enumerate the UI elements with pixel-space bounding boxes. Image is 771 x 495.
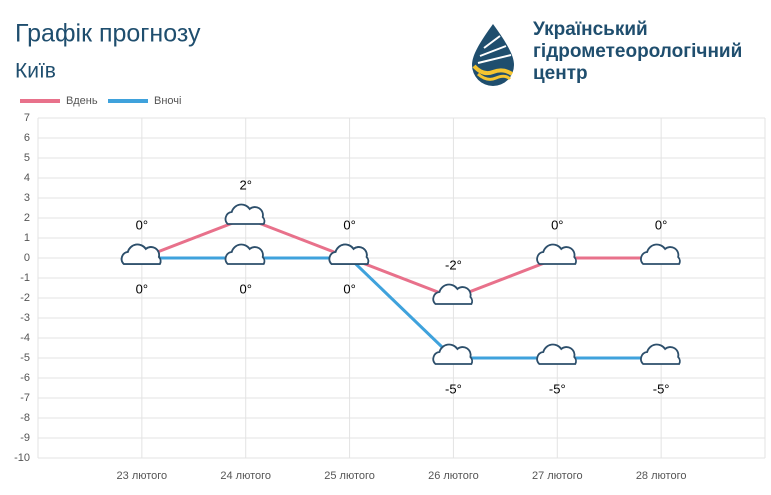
org-name: Український [533, 19, 648, 40]
y-tick-label: 4 [24, 172, 30, 184]
y-tick-label: 6 [24, 132, 30, 144]
x-tick-label: 24 лютого [220, 470, 271, 482]
y-tick-label: -9 [20, 432, 30, 444]
cloud [536, 243, 577, 265]
legend-label: Вдень [66, 95, 98, 107]
weather-icon [640, 243, 681, 265]
y-tick-label: 7 [24, 112, 30, 124]
cloud [120, 243, 162, 265]
page-title: Графік прогнозу [15, 20, 201, 48]
value-label: 0° [136, 217, 148, 232]
y-tick-label: -1 [20, 272, 30, 284]
x-tick-label: 28 лютого [636, 470, 687, 482]
cloud [328, 243, 370, 265]
cloud [224, 243, 266, 265]
value-label: 0° [136, 281, 148, 296]
value-label: -5° [549, 381, 566, 396]
x-tick-label: 25 лютого [324, 470, 375, 482]
y-tick-label: -3 [20, 312, 30, 324]
y-tick-label: 0 [24, 252, 30, 264]
weather-icon [536, 243, 577, 265]
logo [472, 24, 514, 86]
y-tick-label: -4 [20, 332, 30, 344]
y-tick-label: -5 [20, 352, 30, 364]
weather-icon [120, 243, 162, 265]
value-label: 0° [551, 217, 563, 232]
org-name: гідрометеорологічний [533, 41, 742, 62]
x-tick-label: 23 лютого [117, 470, 168, 482]
y-tick-label: 1 [24, 232, 30, 244]
weather-icon [224, 203, 266, 225]
value-label: 0° [655, 217, 667, 232]
cloud [224, 203, 266, 225]
y-tick-label: -10 [14, 452, 30, 464]
value-label: -5° [653, 381, 670, 396]
series-line [141, 256, 662, 360]
weather-icon [640, 343, 681, 365]
cloud [640, 343, 681, 365]
legend-label: Вночі [154, 95, 181, 107]
value-label: 0° [343, 217, 355, 232]
y-tick-label: 2 [24, 212, 30, 224]
y-tick-label: -7 [20, 392, 30, 404]
value-label: -2° [445, 257, 462, 272]
org-name: центр [533, 63, 588, 84]
cloud [432, 343, 473, 365]
city-name: Київ [15, 60, 56, 83]
weather-icon [328, 243, 370, 265]
cloud [640, 243, 681, 265]
x-tick-label: 26 лютого [428, 470, 479, 482]
cloud [432, 283, 473, 305]
value-label: -5° [445, 381, 462, 396]
weather-icon [536, 343, 577, 365]
y-tick-label: 3 [24, 192, 30, 204]
value-label: 2° [239, 177, 251, 192]
weather-icon [224, 243, 266, 265]
weather-icon [432, 343, 473, 365]
y-tick-label: -6 [20, 372, 30, 384]
value-label: 0° [343, 281, 355, 296]
y-tick-label: 5 [24, 152, 30, 164]
weather-icon [432, 283, 473, 305]
y-tick-label: -8 [20, 412, 30, 424]
cloud [536, 343, 577, 365]
y-tick-label: -2 [20, 292, 30, 304]
x-tick-label: 27 лютого [532, 470, 583, 482]
value-label: 0° [239, 281, 251, 296]
